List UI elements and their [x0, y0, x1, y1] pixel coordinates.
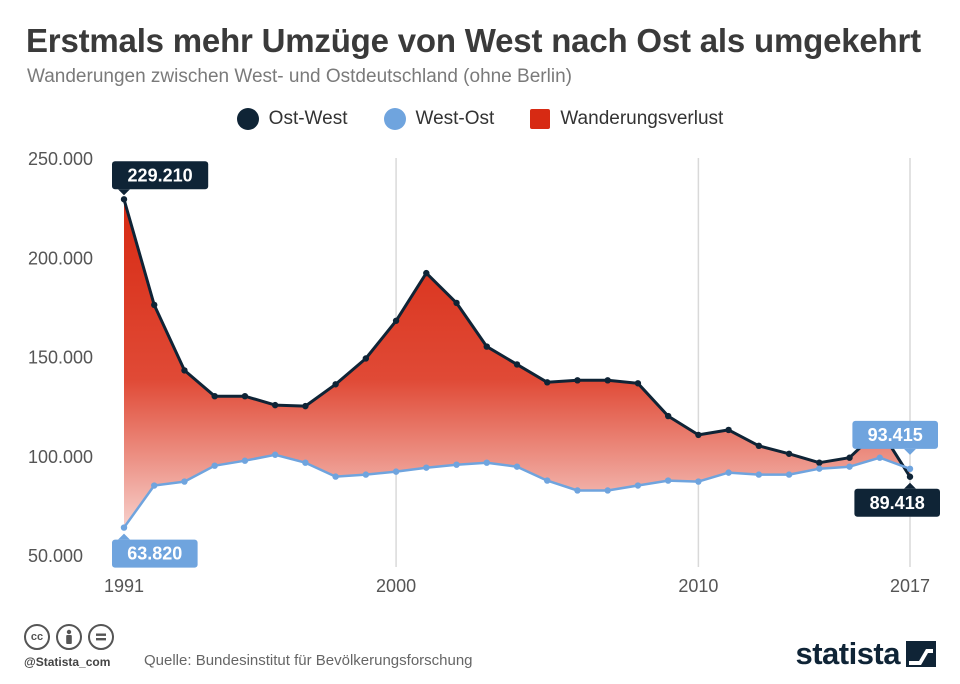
- data-point-west-ost: [604, 487, 611, 494]
- data-point-west-ost: [634, 482, 642, 489]
- source-note: Quelle: Bundesinstitut für Bevölkerungsf…: [144, 652, 473, 669]
- data-point-west-ost: [423, 464, 430, 471]
- data-point-ost-west: [785, 450, 793, 457]
- data-point-west-ost: [120, 524, 128, 531]
- data-point-ost-west: [604, 377, 611, 384]
- data-point-ost-west: [211, 393, 218, 400]
- nd-icon: [88, 624, 114, 650]
- legend-label-west-ost: West-Ost: [415, 108, 495, 129]
- data-point-ost-west: [664, 412, 672, 420]
- y-tick-label: 200.000: [28, 248, 93, 268]
- legend: Ost-West West-Ost Wanderungsverlust: [0, 108, 960, 130]
- statista-logo-icon: [906, 641, 936, 667]
- data-point-west-ost: [332, 473, 339, 480]
- data-point-ost-west: [634, 380, 642, 387]
- data-point-west-ost: [664, 477, 672, 484]
- data-point-ost-west: [846, 454, 853, 461]
- value-label: 89.418: [854, 482, 940, 517]
- y-tick-label: 100.000: [28, 447, 93, 467]
- legend-item-ost-west: Ost-West: [236, 108, 348, 130]
- data-point-ost-west: [755, 442, 763, 450]
- value-label: 229.210: [112, 161, 209, 196]
- license-icons: cc: [24, 624, 120, 650]
- data-point-west-ost: [755, 471, 763, 478]
- page-subtitle: Wanderungen zwischen West- und Ostdeutsc…: [27, 66, 572, 87]
- value-label-text: 89.418: [870, 493, 925, 513]
- data-point-west-ost: [544, 477, 551, 484]
- page-title: Erstmals mehr Umzüge von West nach Ost a…: [26, 22, 921, 59]
- data-point-west-ost: [695, 478, 702, 485]
- brand-text: statista: [795, 636, 900, 671]
- data-point-ost-west: [181, 367, 188, 374]
- data-point-west-ost: [271, 451, 279, 458]
- data-point-west-ost: [211, 462, 218, 469]
- legend-marker-west-ost: [383, 108, 406, 130]
- data-point-west-ost: [483, 459, 490, 466]
- data-point-ost-west: [271, 401, 279, 409]
- x-tick-label: 2000: [376, 576, 416, 596]
- data-point-west-ost: [725, 469, 732, 476]
- data-point-west-ost: [362, 471, 370, 478]
- legend-marker-ost-west: [236, 108, 259, 130]
- x-tick-label: 1991: [104, 576, 144, 596]
- value-label-text: 93.415: [868, 425, 923, 445]
- data-point-west-ost: [816, 465, 823, 472]
- data-point-ost-west: [302, 402, 309, 410]
- data-point-west-ost: [785, 471, 793, 478]
- y-tick-label: 50.000: [28, 546, 83, 566]
- data-point-ost-west: [483, 343, 490, 350]
- data-point-west-ost: [574, 487, 581, 494]
- data-point-ost-west: [332, 381, 339, 388]
- data-point-ost-west: [392, 317, 400, 324]
- y-tick-label: 150.000: [28, 348, 93, 368]
- x-tick-label: 2010: [678, 576, 718, 596]
- y-tick-label: 250.000: [28, 149, 93, 169]
- data-point-ost-west: [544, 379, 551, 386]
- value-label: 93.415: [852, 420, 938, 455]
- legend-marker-wanderungsverlust: [530, 109, 551, 129]
- statista-logo[interactable]: statista: [795, 636, 936, 672]
- data-point-ost-west: [513, 361, 521, 368]
- data-point-ost-west: [423, 269, 430, 277]
- data-point-west-ost: [241, 457, 249, 464]
- value-label-text: 63.820: [127, 544, 182, 564]
- data-point-ost-west: [120, 196, 128, 203]
- data-point-west-ost: [151, 482, 158, 489]
- legend-item-wanderungsverlust: Wanderungsverlust: [530, 108, 723, 130]
- data-point-west-ost: [181, 478, 188, 485]
- data-point-ost-west: [574, 377, 581, 384]
- data-point-ost-west: [906, 473, 914, 480]
- statista-handle[interactable]: @Statista_com: [24, 655, 111, 669]
- x-tick-label: 2017: [890, 576, 930, 596]
- data-point-west-ost: [846, 463, 853, 470]
- data-point-ost-west: [816, 459, 823, 466]
- value-label: 63.820: [112, 533, 198, 568]
- data-point-ost-west: [151, 301, 158, 309]
- data-point-ost-west: [695, 431, 702, 439]
- data-point-ost-west: [725, 426, 732, 434]
- data-point-west-ost: [906, 465, 914, 473]
- data-point-west-ost: [876, 454, 883, 461]
- by-icon: [56, 624, 82, 650]
- legend-label-ost-west: Ost-West: [268, 108, 348, 129]
- data-point-ost-west: [362, 355, 370, 362]
- data-point-west-ost: [392, 468, 400, 475]
- legend-item-west-ost: West-Ost: [383, 108, 495, 130]
- data-point-west-ost: [513, 463, 521, 470]
- value-label-text: 229.210: [128, 165, 193, 185]
- data-point-west-ost: [302, 459, 309, 466]
- data-point-west-ost: [453, 461, 460, 468]
- cc-icon: cc: [24, 624, 50, 650]
- wanderungsverlust-area: [124, 199, 910, 528]
- legend-label-wanderungsverlust: Wanderungsverlust: [560, 108, 724, 129]
- data-point-ost-west: [453, 299, 460, 307]
- data-point-ost-west: [241, 393, 249, 400]
